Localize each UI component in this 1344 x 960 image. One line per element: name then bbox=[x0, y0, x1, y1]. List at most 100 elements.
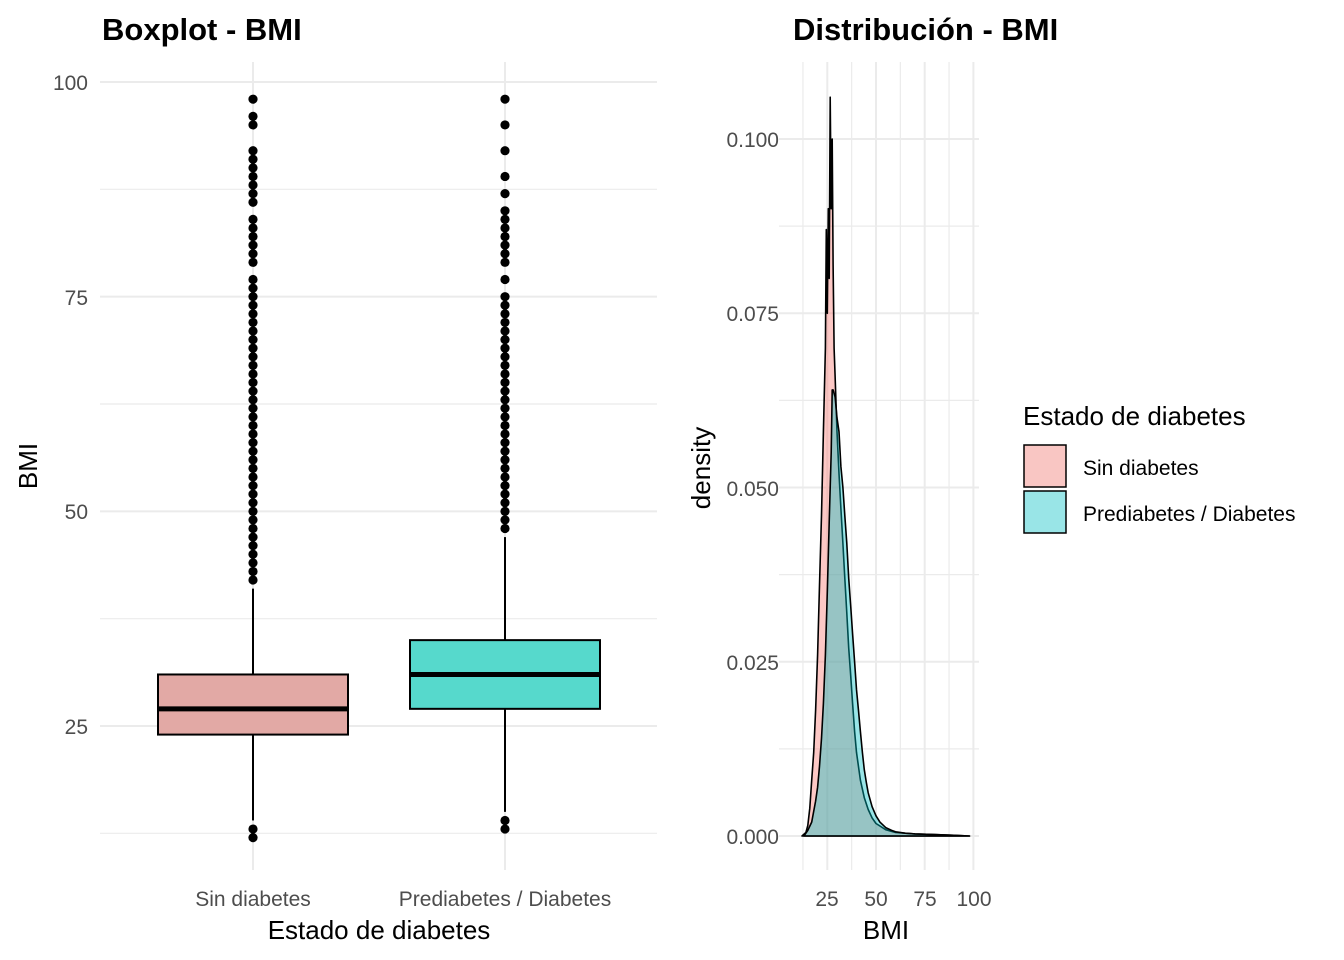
outlier-point bbox=[500, 335, 510, 345]
outlier-point bbox=[248, 343, 258, 353]
outlier-point bbox=[248, 223, 258, 233]
outlier-point bbox=[500, 214, 510, 224]
outlier-point bbox=[248, 94, 258, 104]
boxplot-marks bbox=[157, 94, 601, 843]
outlier-point bbox=[248, 360, 258, 370]
outlier-point bbox=[500, 292, 510, 302]
outlier-point bbox=[500, 429, 510, 439]
x-tick-label-prediabetes: Prediabetes / Diabetes bbox=[399, 888, 611, 911]
boxplot-title: Boxplot - BMI bbox=[102, 12, 302, 47]
outlier-point bbox=[500, 438, 510, 448]
y-tick-label: 75 bbox=[65, 287, 88, 310]
density-marks bbox=[801, 96, 971, 837]
outlier-point bbox=[500, 446, 510, 456]
outlier-point bbox=[248, 489, 258, 499]
outlier-point bbox=[248, 335, 258, 345]
outlier-point bbox=[500, 223, 510, 233]
boxplot-x-axis-title: Estado de diabetes bbox=[268, 915, 491, 945]
outlier-point bbox=[248, 833, 258, 843]
outlier-point bbox=[500, 498, 510, 508]
legend-title: Estado de diabetes bbox=[1023, 401, 1246, 431]
outlier-point bbox=[248, 480, 258, 491]
outlier-point bbox=[248, 146, 258, 156]
outlier-point bbox=[248, 403, 258, 413]
outlier-point bbox=[500, 455, 510, 465]
outlier-point bbox=[248, 438, 258, 448]
box-iqr bbox=[157, 673, 349, 736]
outlier-point bbox=[248, 463, 258, 473]
y-tick-label: 0.025 bbox=[726, 652, 779, 675]
outlier-point bbox=[248, 377, 258, 388]
outlier-point bbox=[500, 257, 510, 267]
outlier-point bbox=[248, 446, 258, 456]
outlier-point bbox=[248, 300, 258, 310]
boxplot-gridlines bbox=[100, 62, 657, 870]
outlier-point bbox=[248, 180, 258, 190]
outlier-point bbox=[500, 240, 510, 250]
outlier-point bbox=[248, 541, 258, 551]
outlier-point bbox=[248, 386, 258, 396]
outlier-point bbox=[500, 146, 510, 156]
outlier-point bbox=[248, 154, 258, 164]
outlier-point bbox=[248, 257, 258, 267]
outlier-point bbox=[248, 317, 258, 328]
outlier-point bbox=[500, 515, 510, 525]
outlier-point bbox=[248, 549, 258, 559]
outlier-point bbox=[248, 120, 258, 130]
outlier-point bbox=[500, 377, 510, 388]
outlier-point bbox=[500, 343, 510, 353]
outlier-point bbox=[500, 489, 510, 499]
outlier-point bbox=[500, 815, 510, 826]
outlier-point bbox=[248, 240, 258, 250]
outlier-point bbox=[248, 326, 258, 336]
legend-key-sin-diabetes bbox=[1023, 444, 1067, 488]
outlier-point bbox=[500, 206, 510, 216]
outlier-point bbox=[248, 274, 258, 285]
density-panel: Distribución - BMI 0.100 0.075 0.050 0.0… bbox=[686, 12, 1058, 945]
outlier-point bbox=[248, 429, 258, 439]
outlier-point bbox=[248, 395, 258, 405]
outlier-point bbox=[500, 326, 510, 336]
outlier-point bbox=[248, 369, 258, 379]
outlier-point bbox=[248, 189, 258, 199]
boxplot-y-axis-title: BMI bbox=[13, 443, 43, 489]
y-tick-label: 0.000 bbox=[726, 826, 779, 849]
y-tick-label: 100 bbox=[53, 72, 88, 95]
outlier-point bbox=[248, 472, 258, 482]
outlier-point bbox=[248, 523, 258, 534]
outlier-point bbox=[248, 575, 258, 585]
outlier-point bbox=[248, 506, 258, 516]
outlier-point bbox=[500, 386, 510, 396]
outlier-point bbox=[500, 403, 510, 413]
y-tick-label: 0.100 bbox=[726, 129, 779, 152]
outlier-point bbox=[500, 506, 510, 516]
density-area-sin-diabetes bbox=[801, 96, 971, 837]
outlier-point bbox=[500, 94, 510, 104]
outlier-point bbox=[500, 309, 510, 319]
density-title: Distribución - BMI bbox=[793, 12, 1058, 47]
boxplot-y-ticks: 100 75 50 25 bbox=[53, 72, 88, 739]
outlier-point bbox=[500, 171, 510, 182]
legend-key-prediabetes bbox=[1023, 490, 1067, 534]
outlier-point bbox=[500, 480, 510, 491]
y-tick-label: 25 bbox=[65, 716, 88, 739]
outlier-point bbox=[500, 249, 510, 259]
outlier-point bbox=[248, 352, 258, 362]
outlier-point bbox=[248, 566, 258, 577]
legend-label-sin-diabetes: Sin diabetes bbox=[1083, 457, 1199, 480]
outlier-point bbox=[248, 214, 258, 224]
x-tick-label: 100 bbox=[956, 888, 991, 911]
density-x-axis-title: BMI bbox=[863, 915, 909, 945]
x-tick-label: 75 bbox=[913, 888, 936, 911]
outlier-point bbox=[248, 171, 258, 182]
outlier-point bbox=[500, 472, 510, 482]
x-tick-label: 25 bbox=[815, 888, 838, 911]
outlier-point bbox=[500, 412, 510, 422]
outlier-point bbox=[500, 395, 510, 405]
legend: Estado de diabetes Sin diabetes Prediabe… bbox=[1023, 401, 1295, 534]
outlier-point bbox=[500, 231, 510, 242]
outlier-point bbox=[500, 300, 510, 310]
outlier-point bbox=[248, 412, 258, 422]
outlier-point bbox=[248, 163, 258, 173]
x-tick-label-sin-diabetes: Sin diabetes bbox=[195, 888, 311, 911]
